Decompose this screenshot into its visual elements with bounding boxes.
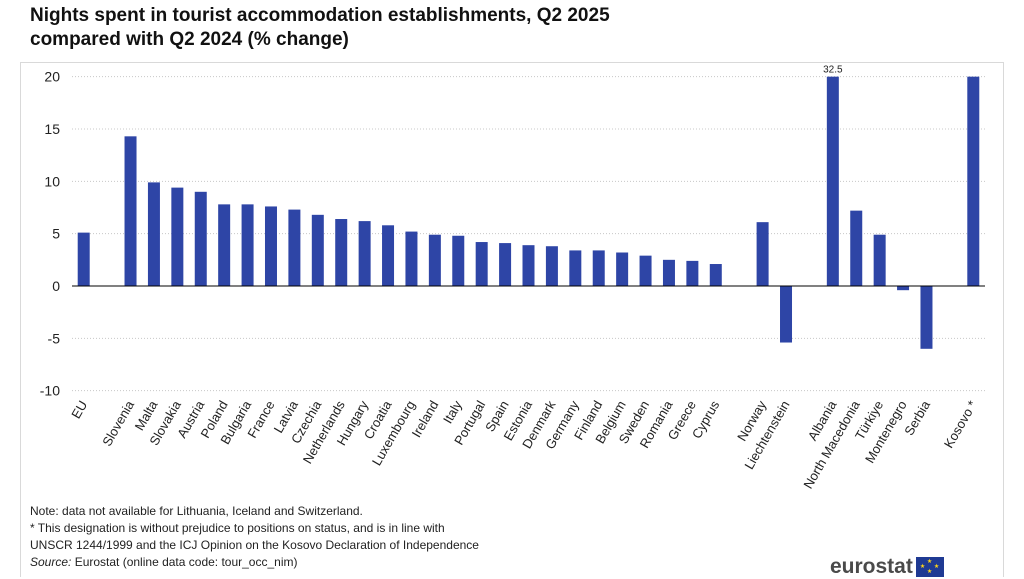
bar: [592, 250, 605, 286]
eu-flag-icon: ★ ★ ★ ★: [915, 557, 944, 577]
bar: [241, 204, 254, 286]
bar: [288, 209, 301, 286]
chart-title: Nights spent in tourist accommodation es…: [30, 4, 610, 52]
data-label: 32.5: [823, 65, 843, 76]
bar: [780, 286, 793, 343]
title-line-2: compared with Q2 2024 (% change): [30, 29, 349, 50]
bar: [569, 250, 582, 286]
chart-frame: [20, 62, 1004, 577]
source-line: Source: Eurostat (online data code: tour…: [30, 554, 479, 571]
bar: [850, 210, 863, 286]
y-tick-label: 10: [44, 173, 60, 189]
bar: [264, 206, 277, 286]
bar: [897, 286, 910, 291]
x-tick-label: Slovenia: [99, 397, 137, 448]
bar: [826, 76, 839, 287]
bar: [428, 234, 441, 286]
bar: [709, 264, 722, 286]
source-text: Eurostat (online data code: tour_occ_nim…: [71, 555, 298, 569]
source-label: Source:: [30, 555, 72, 569]
bar: [452, 235, 465, 286]
bar: [358, 221, 371, 286]
logo-text: eurostat: [830, 555, 913, 578]
bar: [545, 246, 558, 286]
bar: [77, 232, 90, 286]
bar: [194, 191, 207, 286]
bar: [639, 255, 652, 286]
bar: [662, 259, 675, 286]
y-tick-label: 20: [44, 69, 60, 85]
x-tick-label: EU: [68, 398, 90, 421]
note-line-1: Note: data not available for Lithuania, …: [30, 504, 363, 518]
bar: [475, 242, 488, 286]
bar: [335, 219, 348, 286]
y-tick-label: -5: [48, 330, 61, 346]
bar: [147, 182, 160, 286]
eurostat-logo[interactable]: eurostat ★ ★ ★ ★: [830, 555, 944, 579]
bar: [382, 225, 395, 286]
note-line-2: * This designation is without prejudice …: [30, 521, 445, 535]
bar: [686, 260, 699, 286]
x-tick-label: Kosovo *: [941, 398, 980, 451]
bar: [756, 222, 769, 286]
bar: [522, 245, 535, 286]
y-tick-label: 0: [52, 278, 60, 294]
y-tick-label: 5: [52, 226, 60, 242]
bar: [405, 231, 418, 286]
bar: [920, 286, 933, 349]
bar: [873, 234, 886, 286]
chart-notes: Note: data not available for Lithuania, …: [30, 503, 479, 571]
bar: [967, 76, 980, 287]
bar: [311, 214, 324, 286]
y-tick-label: -10: [40, 383, 60, 399]
bar: [171, 187, 184, 286]
note-line-3: UNSCR 1244/1999 and the ICJ Opinion on t…: [30, 538, 479, 552]
title-line-1: Nights spent in tourist accommodation es…: [30, 5, 610, 26]
bar: [499, 243, 512, 286]
bar: [616, 252, 629, 286]
bar: [218, 204, 231, 286]
bar: [124, 136, 137, 286]
y-tick-label: 15: [44, 121, 60, 137]
